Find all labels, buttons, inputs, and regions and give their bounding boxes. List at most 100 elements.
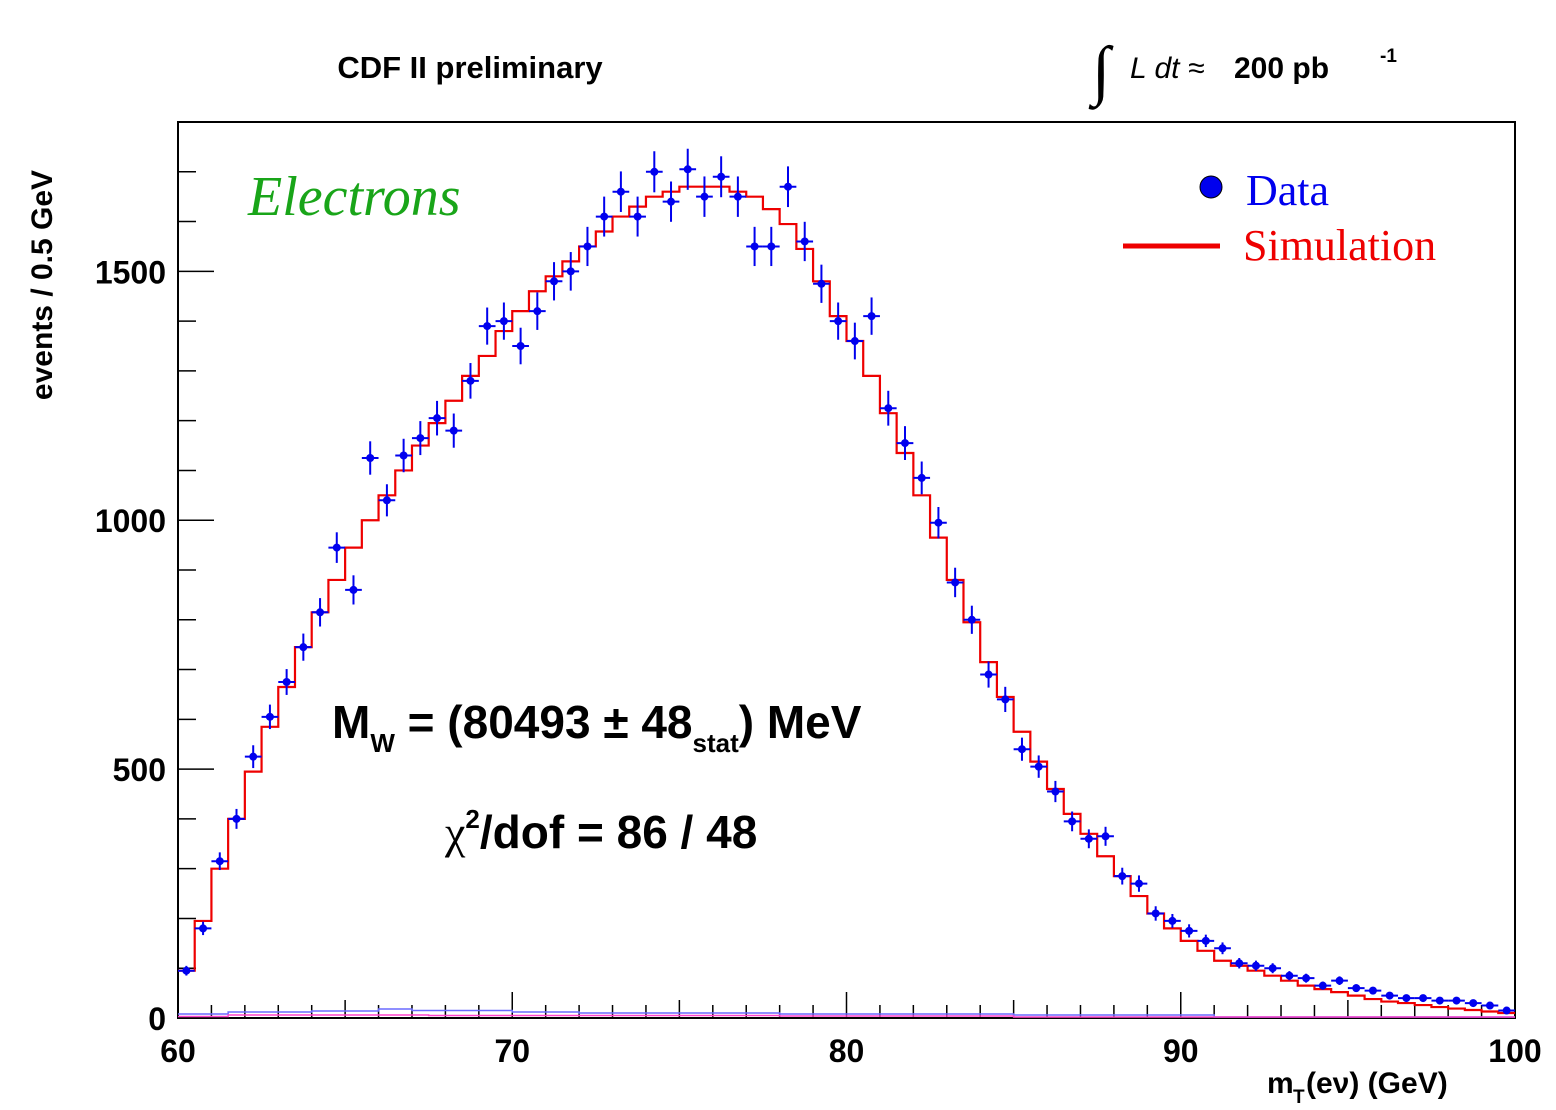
data-point xyxy=(1481,1001,1499,1010)
data-point-marker xyxy=(1034,762,1043,771)
data-point-marker xyxy=(667,197,676,206)
mass-result: MW = (80493 ± 48stat) MeV xyxy=(332,696,862,758)
data-point-marker xyxy=(850,337,859,346)
chi2-symbol: χ xyxy=(444,807,466,858)
x-axis-label-sub: T xyxy=(1293,1087,1305,1108)
data-point-marker xyxy=(1118,872,1127,881)
data-point-marker xyxy=(399,451,408,460)
data-point-marker xyxy=(1485,1001,1494,1010)
background-1-histogram xyxy=(178,1008,1515,1018)
data-point-marker xyxy=(1469,999,1478,1008)
data-point xyxy=(445,413,463,448)
data-point xyxy=(1230,958,1248,969)
data-point-marker xyxy=(433,414,442,423)
data-point-marker xyxy=(834,317,843,326)
data-point xyxy=(1080,829,1098,849)
data-point-marker xyxy=(1502,1006,1511,1015)
x-tick-label: 60 xyxy=(160,1033,196,1069)
data-point-marker xyxy=(483,322,492,331)
data-point-marker xyxy=(1285,971,1294,980)
integral-symbol: ∫ xyxy=(1088,34,1114,110)
x-tick-label: 80 xyxy=(829,1033,865,1069)
data-point xyxy=(846,322,864,360)
data-point-marker xyxy=(1251,961,1260,970)
data-point-marker xyxy=(550,277,559,286)
simulation-histogram xyxy=(178,185,1515,1015)
data-point xyxy=(1364,986,1382,995)
data-point-marker xyxy=(767,242,776,251)
legend-data-label: Data xyxy=(1246,166,1329,215)
data-point-marker xyxy=(516,342,525,350)
mass-value: = (80493 ± 48 xyxy=(395,696,693,748)
data-point xyxy=(562,252,580,291)
data-point xyxy=(1097,826,1114,846)
data-point-marker xyxy=(199,924,208,933)
data-point xyxy=(528,292,546,330)
data-point-marker xyxy=(951,578,960,587)
data-point-marker xyxy=(1335,976,1344,985)
svg-text:χ2/dof = 86 / 48: χ2/dof = 86 / 48 xyxy=(444,804,757,858)
data-point xyxy=(1297,973,1315,983)
x-tick-label: 100 xyxy=(1488,1033,1541,1069)
data-point-marker xyxy=(1435,996,1444,1005)
data-point xyxy=(178,965,195,976)
data-point xyxy=(1331,976,1348,985)
data-point xyxy=(930,507,947,539)
data-point-marker xyxy=(1218,944,1227,953)
data-point xyxy=(1030,755,1048,778)
data-points xyxy=(178,148,1515,1015)
data-point-marker xyxy=(1302,974,1311,983)
data-point xyxy=(1398,994,1415,1003)
data-point-marker xyxy=(349,585,358,594)
data-point xyxy=(1147,906,1165,921)
x-tick-label: 70 xyxy=(494,1033,530,1069)
y-tick-label: 500 xyxy=(113,752,166,788)
data-point xyxy=(211,852,229,871)
data-point xyxy=(1180,924,1198,938)
data-point-marker xyxy=(817,279,826,288)
data-point xyxy=(495,302,513,340)
data-point-marker xyxy=(1352,984,1361,993)
data-point xyxy=(1214,942,1231,955)
data-point-marker xyxy=(616,187,625,196)
data-point xyxy=(662,181,680,222)
data-point xyxy=(746,226,763,267)
data-point xyxy=(729,176,747,217)
data-point-marker xyxy=(1419,994,1428,1003)
data-point-marker xyxy=(1017,745,1026,754)
data-point xyxy=(244,745,262,769)
data-point-marker xyxy=(600,212,609,221)
channel-label: Electrons xyxy=(247,166,461,228)
data-point xyxy=(1314,981,1332,990)
data-point xyxy=(1047,780,1064,803)
data-point-marker xyxy=(1084,834,1093,843)
data-point xyxy=(345,575,362,605)
data-point-marker xyxy=(1201,936,1210,945)
data-point xyxy=(278,669,295,695)
data-point-marker xyxy=(934,518,943,527)
data-point-marker xyxy=(884,404,893,413)
mass-stat-subscript: stat xyxy=(693,728,740,758)
data-point xyxy=(813,264,830,303)
data-point xyxy=(328,532,346,563)
data-point-marker xyxy=(382,496,391,505)
data-point-marker xyxy=(967,615,976,624)
data-point xyxy=(629,196,646,237)
data-point xyxy=(1381,991,1399,1000)
svg-text:MW = (80493 ± 48stat) MeV: MW = (80493 ± 48stat) MeV xyxy=(332,696,862,758)
data-point-marker xyxy=(182,966,191,975)
data-point-marker xyxy=(750,242,759,251)
luminosity-value: 200 pb xyxy=(1234,52,1329,85)
data-point-marker xyxy=(1068,817,1077,826)
data-point-marker xyxy=(800,237,809,246)
data-point xyxy=(712,156,730,198)
data-point xyxy=(946,567,964,598)
y-tick-labels: 0 500 1000 1500 xyxy=(95,254,166,1037)
data-point-marker xyxy=(650,167,659,176)
data-point-marker xyxy=(232,814,241,823)
data-point-marker xyxy=(900,439,909,448)
data-point xyxy=(1113,867,1131,885)
y-tick-label: 0 xyxy=(148,1001,166,1037)
luminosity-label: ∫ L dt ≈ 200 pb -1 xyxy=(1088,34,1397,110)
data-point xyxy=(378,484,396,517)
